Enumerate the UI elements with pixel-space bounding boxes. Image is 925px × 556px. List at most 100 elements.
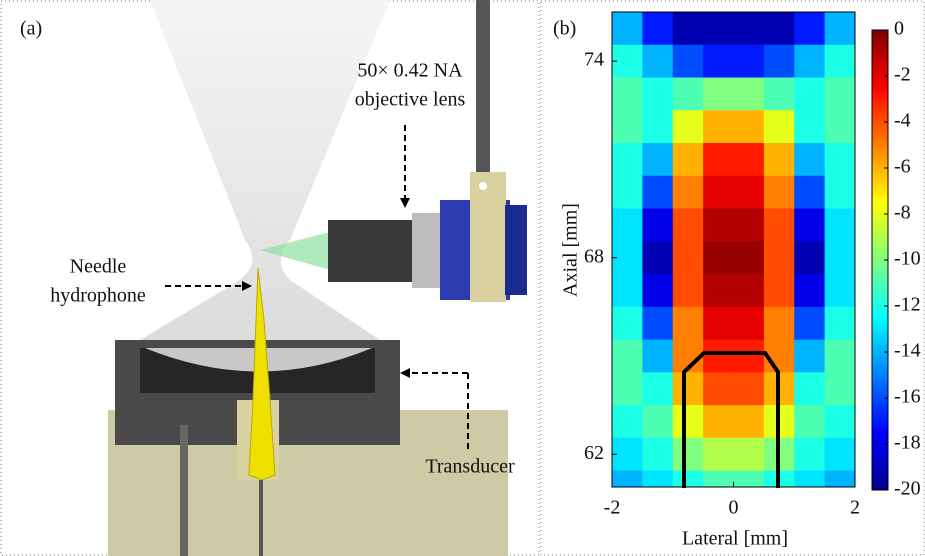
heatmap-cell (703, 340, 734, 373)
y-axis-label: Axial [mm] (560, 203, 582, 297)
heatmap-cell (794, 78, 825, 111)
colorbar-tick-label: -4 (894, 110, 911, 132)
annotation: hydrophone (50, 285, 146, 307)
heatmap-cell (612, 176, 643, 209)
heatmap-cell (703, 78, 734, 111)
heatmap-cell (794, 45, 825, 78)
x-tick-label: -2 (604, 497, 621, 519)
heatmap-cell (794, 372, 825, 405)
figure: (a) 50× 0.42 NA objective lens Needle hy… (0, 0, 925, 556)
heatmap-cell (794, 405, 825, 438)
heatmap-cell (673, 78, 704, 111)
heatmap-cell (642, 78, 673, 111)
heatmap-cell (764, 110, 795, 143)
colorbar-tick-label: -2 (894, 64, 911, 86)
heatmap-cell (734, 110, 765, 143)
heatmap-cell (673, 110, 704, 143)
y-tick-label: 68 (584, 245, 604, 267)
heatmap-cell (642, 405, 673, 438)
heatmap-cell (612, 143, 643, 176)
heatmap-cell (825, 110, 856, 143)
heatmap-cell (794, 438, 825, 471)
heatmap-cell (825, 438, 856, 471)
heatmap-cell (794, 209, 825, 242)
heatmap-cell (642, 340, 673, 373)
colorbar-tick-label: -6 (894, 156, 911, 178)
heatmap-cell (642, 143, 673, 176)
heatmap-cell (794, 340, 825, 373)
heatmap-cell (673, 438, 704, 471)
heatmap-cell (734, 438, 765, 471)
heatmap-cell (825, 143, 856, 176)
heatmap-cell (612, 78, 643, 111)
y-tick-label: 74 (584, 49, 604, 71)
heatmap-cell (825, 340, 856, 373)
colorbar-tick-label: -18 (894, 432, 921, 454)
annotation: objective lens (355, 89, 466, 111)
heatmap-cell (825, 405, 856, 438)
heatmap-cell (673, 12, 704, 45)
heatmap-cell (825, 307, 856, 340)
heatmap-cell (673, 307, 704, 340)
annotation: Transducer (425, 456, 515, 478)
heatmap-cell (642, 12, 673, 45)
heatmap-cell (734, 143, 765, 176)
heatmap-cell (825, 372, 856, 405)
annotation: 50× 0.42 NA (357, 60, 463, 82)
heatmap-cell (794, 110, 825, 143)
heatmap-cell (703, 274, 734, 307)
heatmap-cell (825, 45, 856, 78)
heatmap-cell (734, 78, 765, 111)
x-tick-label: 2 (850, 497, 860, 519)
heatmap-cell (794, 241, 825, 274)
heatmap-cell (642, 372, 673, 405)
heatmap (612, 12, 856, 504)
heatmap-cell (642, 209, 673, 242)
heatmap-cell (734, 405, 765, 438)
heatmap-cell (642, 176, 673, 209)
heatmap-cell (825, 274, 856, 307)
heatmap-cell (764, 209, 795, 242)
x-axis-label: Lateral [mm] (682, 528, 788, 550)
heatmap-cell (673, 209, 704, 242)
colorbar-tick-label: -16 (894, 386, 921, 408)
heatmap-cell (794, 176, 825, 209)
panel-label: (a) (20, 18, 42, 40)
heatmap-cell (703, 176, 734, 209)
heatmap-cell (734, 176, 765, 209)
heatmap-cell (794, 12, 825, 45)
y-tick-label: 62 (584, 442, 604, 464)
heatmap-cell (612, 405, 643, 438)
x-tick-label: 0 (729, 497, 739, 519)
heatmap-cell (825, 12, 856, 45)
heatmap-cell (734, 241, 765, 274)
heatmap-cell (734, 372, 765, 405)
colorbar-tick-label: -20 (894, 478, 921, 500)
heatmap-cell (642, 241, 673, 274)
heatmap-cell (642, 45, 673, 78)
heatmap-cell (673, 241, 704, 274)
heatmap-cell (642, 110, 673, 143)
heatmap-cell (734, 12, 765, 45)
heatmap-cell (642, 307, 673, 340)
heatmap-cell (794, 143, 825, 176)
heatmap-cell (673, 45, 704, 78)
heatmap-cell (612, 274, 643, 307)
heatmap-cell (764, 241, 795, 274)
heatmap-cell (734, 45, 765, 78)
heatmap-cell (764, 307, 795, 340)
heatmap-cell (825, 78, 856, 111)
heatmap-cell (612, 372, 643, 405)
heatmap-cell (703, 307, 734, 340)
heatmap-cell (734, 307, 765, 340)
heatmap-cell (673, 143, 704, 176)
heatmap-cell (673, 274, 704, 307)
heatmap-cell (703, 438, 734, 471)
heatmap-cell (734, 209, 765, 242)
heatmap-cell (612, 12, 643, 45)
heatmap-cell (764, 12, 795, 45)
colorbar-tick-label: -10 (894, 248, 921, 270)
heatmap-cell (764, 176, 795, 209)
heatmap-cell (825, 176, 856, 209)
heatmap-cell (612, 340, 643, 373)
